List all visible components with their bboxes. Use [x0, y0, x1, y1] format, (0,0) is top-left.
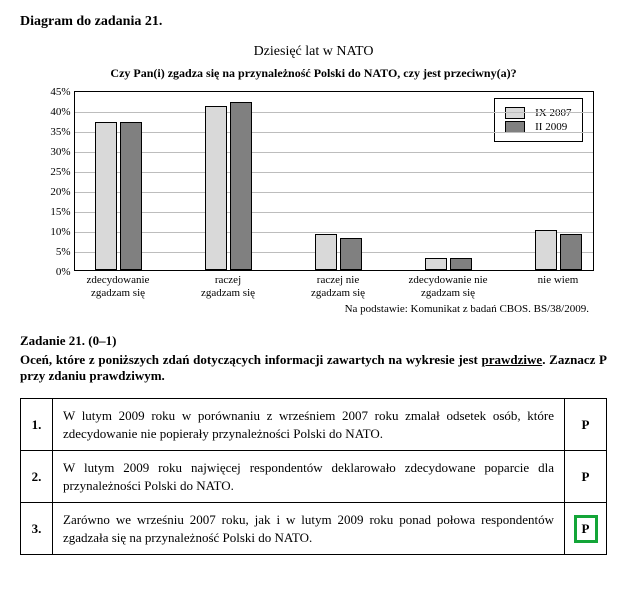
y-axis-label: 45%: [35, 86, 71, 98]
y-axis-label: 40%: [35, 106, 71, 118]
chart-plot-area: IX 2007 II 2009 0%5%10%15%20%25%30%35%40…: [74, 91, 594, 271]
chart-legend: IX 2007 II 2009: [494, 98, 582, 142]
gridline: [75, 112, 593, 113]
gridline: [75, 212, 593, 213]
statement-text: Zarówno we wrześniu 2007 roku, jak i w l…: [53, 503, 565, 555]
y-axis-label: 35%: [35, 126, 71, 138]
y-axis-label: 15%: [35, 206, 71, 218]
p-label: P: [582, 521, 590, 536]
chart: IX 2007 II 2009 0%5%10%15%20%25%30%35%40…: [34, 91, 594, 271]
answer-table: 1.W lutym 2009 roku w porównaniu z wrześ…: [20, 398, 607, 555]
chart-title: Dziesięć lat w NATO: [20, 44, 607, 60]
chart-source: Na podstawie: Komunikat z badań CBOS. BS…: [20, 303, 589, 315]
statement-text: W lutym 2009 roku w porównaniu z wrześni…: [53, 399, 565, 451]
x-axis-label: nie wiem: [513, 270, 603, 287]
gridline: [75, 192, 593, 193]
chart-subtitle: Czy Pan(i) zgadza się na przynależność P…: [20, 66, 607, 81]
task-instr-underlined: prawdziwe: [482, 352, 543, 367]
statement-text: W lutym 2009 roku najwięcej respondentów…: [53, 451, 565, 503]
row-number: 1.: [21, 399, 53, 451]
answer-cell[interactable]: P: [565, 399, 607, 451]
bar: [450, 258, 472, 270]
y-axis-label: 10%: [35, 226, 71, 238]
p-label: P: [582, 469, 590, 484]
bar-group: [205, 102, 252, 270]
x-axis-label: zdecydowaniezgadzam się: [73, 270, 163, 300]
bar: [205, 106, 227, 270]
task-instr-pre: Oceń, które z poniższych zdań dotyczącyc…: [20, 352, 482, 367]
row-number: 2.: [21, 451, 53, 503]
y-axis-label: 25%: [35, 166, 71, 178]
y-axis-label: 30%: [35, 146, 71, 158]
table-row: 2.W lutym 2009 roku najwięcej respondent…: [21, 451, 607, 503]
gridline: [75, 132, 593, 133]
bar-group: [535, 230, 582, 270]
bar: [425, 258, 447, 270]
legend-swatch-icon: [505, 107, 525, 119]
bar: [560, 234, 582, 270]
task-instruction: Oceń, które z poniższych zdań dotyczącyc…: [20, 352, 607, 384]
task-heading: Zadanie 21. (0–1): [20, 333, 607, 349]
bar: [120, 122, 142, 270]
y-axis-label: 20%: [35, 186, 71, 198]
answer-cell[interactable]: P: [565, 451, 607, 503]
x-axis-label: zdecydowanie niezgadzam się: [403, 270, 493, 300]
gridline: [75, 232, 593, 233]
bar-group: [315, 234, 362, 270]
y-axis-label: 5%: [35, 246, 71, 258]
bar-group: [95, 122, 142, 270]
answer-cell[interactable]: P: [565, 503, 607, 555]
table-row: 1.W lutym 2009 roku w porównaniu z wrześ…: [21, 399, 607, 451]
legend-label: IX 2007: [535, 107, 571, 119]
bar: [535, 230, 557, 270]
x-axis-label: raczej niezgadzam się: [293, 270, 383, 300]
y-axis-label: 0%: [35, 266, 71, 278]
bar: [315, 234, 337, 270]
x-axis-label: raczejzgadzam się: [183, 270, 273, 300]
bar: [230, 102, 252, 270]
legend-item: IX 2007: [505, 107, 571, 119]
table-row: 3.Zarówno we wrześniu 2007 roku, jak i w…: [21, 503, 607, 555]
bar: [340, 238, 362, 270]
p-label: P: [582, 417, 590, 432]
diagram-heading: Diagram do zadania 21.: [20, 14, 607, 30]
gridline: [75, 172, 593, 173]
row-number: 3.: [21, 503, 53, 555]
gridline: [75, 152, 593, 153]
bar: [95, 122, 117, 270]
bar-group: [425, 258, 472, 270]
